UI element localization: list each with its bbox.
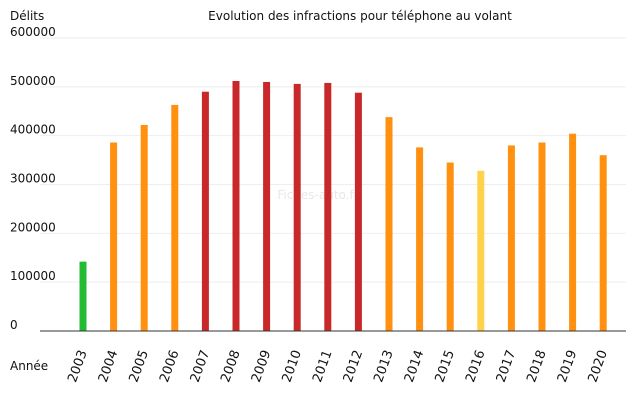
x-axis-label: Année [10,359,48,373]
x-tick-label: 2007 [188,348,213,384]
x-tick-label: 2015 [433,348,458,384]
bar-2006 [171,104,179,331]
x-tick-label: 2013 [371,348,396,384]
x-tick-label: 2014 [402,348,427,384]
bar-2015 [446,162,454,331]
bar-2017 [507,145,515,331]
bar-2005 [140,124,148,331]
bar-2012 [354,92,362,332]
x-tick-label: 2005 [127,348,152,384]
bar-2009 [263,81,271,331]
bar-2018 [538,142,546,331]
y-tick-label: 400000 [10,123,56,137]
bar-2003 [79,261,87,331]
bar-2011 [324,82,332,331]
bar-2019 [569,133,577,331]
x-tick-label: 2011 [310,348,335,384]
x-tick-label: 2004 [96,348,121,384]
bar-2004 [110,142,118,331]
y-tick-label: 500000 [10,74,56,88]
x-tick-label: 2010 [280,348,305,384]
y-axis-label: Délits [10,9,44,23]
chart-title: Evolution des infractions pour téléphone… [208,9,512,23]
bar-2008 [232,80,240,332]
x-tick-label: 2008 [218,348,243,384]
x-tick-labels: 2003 2004 2005 2006 2007 2008 2009 2010 2011 2012… [65,348,611,384]
x-tick-label: 2017 [494,348,519,384]
x-tick-label: 2012 [341,348,366,384]
x-tick-label: 2018 [524,348,549,384]
bar-2010 [293,83,301,331]
bar-2020 [599,155,607,331]
bars [79,80,607,332]
y-tick-label: 300000 [10,172,56,186]
y-tick-label: 600000 [10,25,56,39]
bar-2016 [477,170,485,331]
bar-2007 [201,91,209,331]
x-tick-label: 2020 [586,348,611,384]
grid-lines [40,37,626,283]
x-tick-label: 2016 [463,348,488,384]
y-tick-labels: 0 100000 200000 300000 400000 500000 600000 [10,25,56,332]
watermark: Fiches-auto.fr [277,188,358,202]
bar-2014 [416,147,424,331]
bar-2013 [385,117,393,331]
x-tick-label: 2009 [249,348,274,384]
y-tick-label: 100000 [10,269,56,283]
x-tick-label: 2006 [157,348,182,384]
x-tick-label: 2003 [65,348,90,384]
y-tick-label: 0 [10,318,18,332]
y-tick-label: 200000 [10,220,56,234]
x-tick-label: 2019 [555,348,580,384]
